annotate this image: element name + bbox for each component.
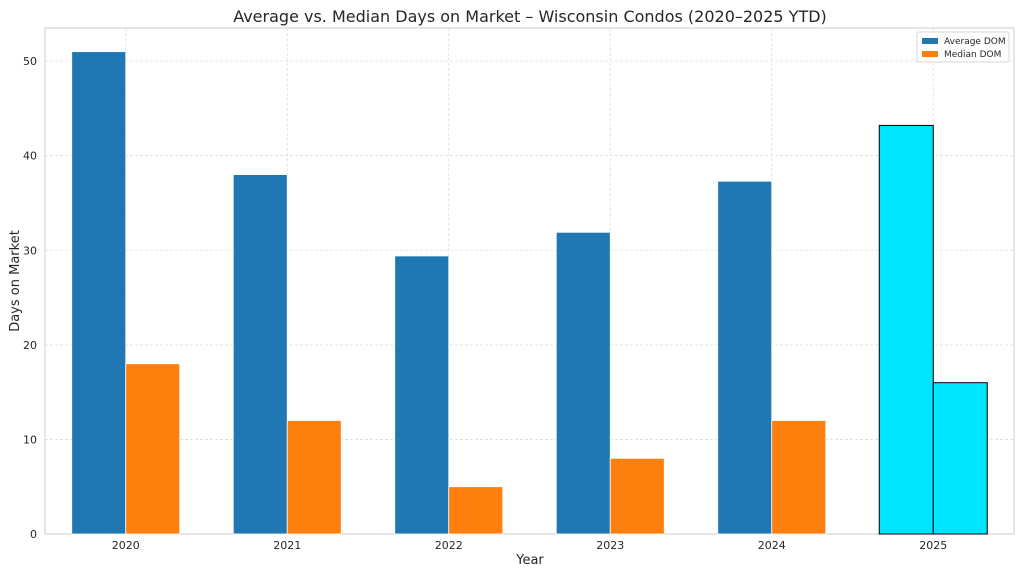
y-tick-label: 20 — [23, 339, 37, 352]
bar-median-dom-2024 — [771, 420, 827, 535]
bar-average-dom-2025 — [878, 124, 934, 535]
bars-group — [71, 51, 988, 535]
legend-box — [916, 31, 1010, 63]
bar-median-dom-2020 — [125, 363, 181, 535]
y-tick-label: 30 — [23, 244, 37, 257]
legend-label: Average DOM — [944, 37, 1006, 47]
bar-median-dom-2022 — [448, 486, 504, 535]
bar-median-dom-2025 — [932, 382, 988, 535]
bar-median-dom-2023 — [609, 457, 665, 535]
y-axis-ticks: 0 10 20 30 40 50 — [23, 55, 37, 541]
x-axis-label: Year — [515, 553, 544, 568]
plot-area — [44, 27, 1015, 535]
y-axis-label: Days on Market — [8, 230, 23, 332]
x-tick-label: 2022 — [435, 539, 463, 552]
y-tick-label: 0 — [30, 528, 37, 541]
x-axis-ticks: 2020 2021 2022 2023 2024 2025 — [112, 539, 948, 552]
x-tick-label: 2021 — [273, 539, 301, 552]
bar-average-dom-2020 — [71, 51, 127, 535]
x-tick-label: 2025 — [919, 539, 947, 552]
legend-swatch — [922, 51, 938, 57]
x-tick-label: 2023 — [596, 539, 624, 552]
legend-swatch — [922, 38, 938, 44]
bar-average-dom-2022 — [394, 255, 450, 535]
legend-label: Median DOM — [944, 50, 1001, 60]
y-tick-label: 10 — [23, 433, 37, 446]
y-tick-label: 50 — [23, 55, 37, 68]
chart-title: Average vs. Median Days on Market – Wisc… — [233, 7, 827, 26]
x-tick-label: 2024 — [758, 539, 786, 552]
bar-average-dom-2021 — [232, 174, 288, 535]
gridlines — [45, 28, 1014, 534]
x-tick-label: 2020 — [112, 539, 140, 552]
bar-average-dom-2024 — [717, 180, 773, 535]
legend: Average DOM Median DOM — [916, 31, 1010, 63]
y-tick-label: 40 — [23, 150, 37, 163]
bar-average-dom-2023 — [555, 231, 611, 535]
bar-median-dom-2021 — [286, 420, 342, 535]
